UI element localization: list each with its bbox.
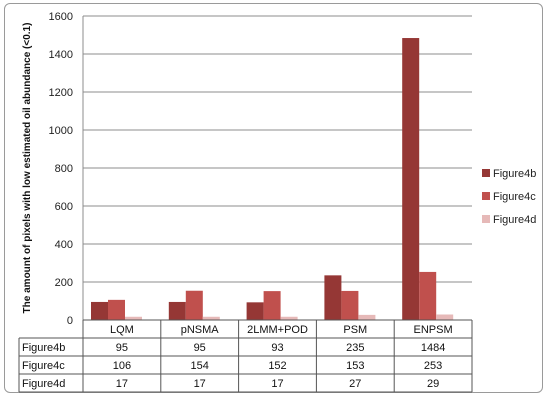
table-value: 93 bbox=[271, 342, 283, 354]
bar bbox=[436, 314, 454, 320]
legend: Figure4b Figure4c Figure4d bbox=[482, 168, 536, 226]
y-tick-label: 1600 bbox=[49, 11, 73, 23]
table-value: 154 bbox=[191, 360, 209, 372]
bar bbox=[419, 271, 437, 320]
bar bbox=[202, 316, 220, 320]
bar bbox=[358, 314, 376, 320]
bar bbox=[185, 290, 203, 320]
legend-swatch bbox=[482, 215, 490, 223]
data-table: LQM pNSMA 2LMM+POD PSM ENPSM Figure4b 95 95 93 23… bbox=[18, 319, 473, 393]
table-value: 17 bbox=[194, 378, 206, 390]
table-value: 95 bbox=[116, 342, 128, 354]
bar bbox=[280, 316, 298, 320]
y-tick-label: 600 bbox=[55, 201, 73, 213]
legend-label: Figure4c bbox=[493, 191, 536, 203]
bar bbox=[402, 38, 420, 320]
legend-label: Figure4d bbox=[493, 214, 536, 226]
table-value: 29 bbox=[427, 378, 439, 390]
category-label: ENPSM bbox=[414, 324, 453, 336]
y-tick-label: 1200 bbox=[49, 87, 73, 99]
bar bbox=[91, 301, 108, 320]
bar bbox=[324, 275, 342, 320]
table-value: 152 bbox=[268, 360, 286, 372]
table-value: 95 bbox=[194, 342, 206, 354]
legend-swatch bbox=[482, 192, 490, 200]
table-value: 27 bbox=[349, 378, 361, 390]
table-value: 1484 bbox=[421, 342, 445, 354]
legend-swatch bbox=[482, 169, 490, 177]
bars bbox=[91, 38, 454, 320]
bar bbox=[168, 301, 186, 320]
table-value: 17 bbox=[271, 378, 283, 390]
table-series-name: Figure4c bbox=[22, 360, 65, 372]
category-label: LQM bbox=[110, 324, 134, 336]
bar bbox=[125, 316, 142, 320]
bar bbox=[246, 302, 264, 320]
bar bbox=[108, 299, 125, 320]
bar bbox=[341, 290, 359, 320]
y-tick-label: 1400 bbox=[49, 49, 73, 61]
table-value: 17 bbox=[116, 378, 128, 390]
y-axis-label: The amount of pixels with low estimated … bbox=[22, 23, 33, 314]
chart-frame bbox=[4, 3, 543, 393]
y-axis-ticks: 0 200 400 600 800 1000 1200 1400 1600 bbox=[49, 11, 73, 327]
table-value: 106 bbox=[113, 360, 131, 372]
y-tick-label: 1000 bbox=[49, 125, 73, 137]
legend-label: Figure4b bbox=[493, 168, 536, 180]
table-series-name: Figure4b bbox=[22, 342, 65, 354]
category-label: 2LMM+POD bbox=[247, 324, 308, 336]
table-value: 153 bbox=[346, 360, 364, 372]
y-tick-label: 800 bbox=[55, 163, 73, 175]
category-label: pNSMA bbox=[181, 324, 220, 336]
table-value: 235 bbox=[346, 342, 364, 354]
category-label: PSM bbox=[343, 324, 367, 336]
y-tick-label: 400 bbox=[55, 239, 73, 251]
bar bbox=[263, 291, 281, 320]
table-value: 253 bbox=[424, 360, 442, 372]
y-tick-label: 200 bbox=[55, 277, 73, 289]
table-series-name: Figure4d bbox=[22, 378, 65, 390]
y-tick-label: 0 bbox=[67, 315, 73, 327]
